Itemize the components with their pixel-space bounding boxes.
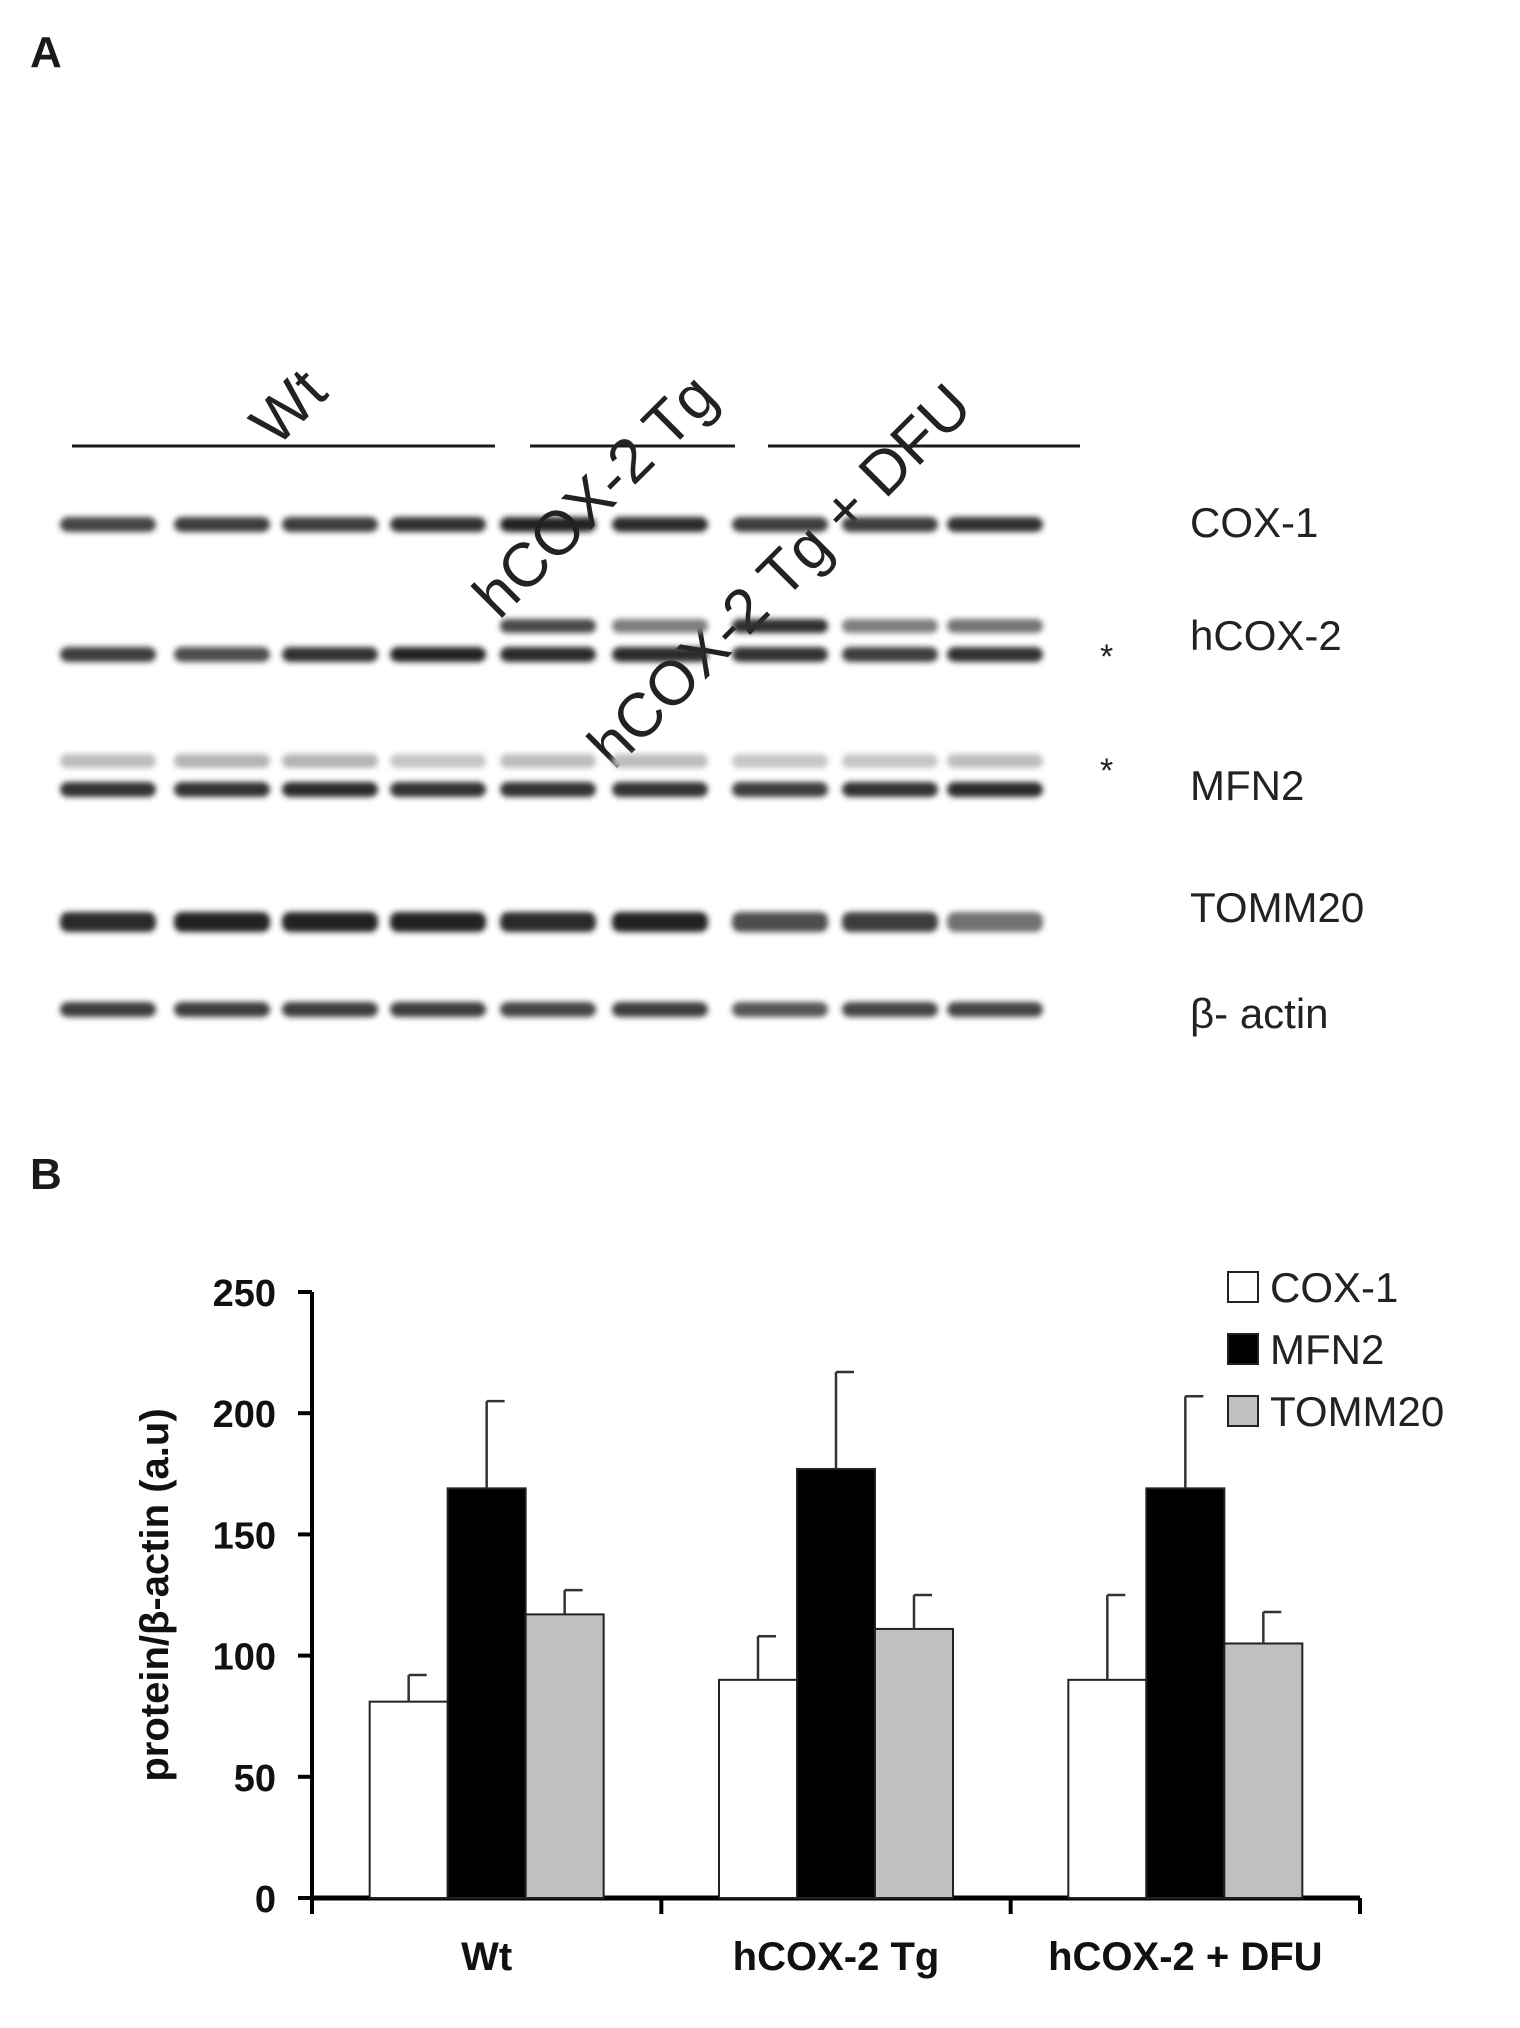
blot-band <box>60 912 156 932</box>
blot-band <box>842 517 938 532</box>
blot-row-label: β- actin <box>1190 990 1329 1037</box>
bar <box>446 1487 527 1899</box>
blot-row-label: MFN2 <box>1190 762 1304 809</box>
x-tick-label: Wt <box>461 1935 512 1979</box>
legend-swatch <box>1227 1333 1259 1365</box>
blot-band-upper <box>390 754 486 768</box>
blot-band <box>612 1002 708 1017</box>
blot-band <box>282 1002 378 1017</box>
blot-band <box>174 1002 270 1017</box>
blot-band <box>612 912 708 932</box>
y-tick-label: 150 <box>213 1515 276 1557</box>
blot-band <box>947 782 1043 797</box>
blot-band <box>390 912 486 932</box>
y-axis-label: protein/β-actin (a.u) <box>133 1408 177 1781</box>
blot-band <box>282 782 378 797</box>
blot-band-upper <box>174 754 270 768</box>
blot-band <box>947 517 1043 532</box>
blot-band-upper <box>842 754 938 768</box>
blot-band-upper <box>947 754 1043 768</box>
blot-band-upper <box>842 619 938 633</box>
blot-band <box>842 912 938 932</box>
x-tick-label: hCOX-2 + DFU <box>1048 1935 1322 1979</box>
blot-band <box>500 647 596 662</box>
band-asterisk: * <box>1100 752 1113 790</box>
bar <box>718 1678 798 1899</box>
panel-a-label: A <box>30 28 62 77</box>
blot-band-upper <box>732 754 828 768</box>
blot-band <box>842 1002 938 1017</box>
blot-band <box>612 517 708 532</box>
blot-band <box>842 647 938 662</box>
blot-band <box>500 782 596 797</box>
blot-band <box>612 782 708 797</box>
legend-label: TOMM20 <box>1270 1388 1444 1435</box>
bar <box>368 1700 449 1899</box>
blot-band <box>732 1002 828 1017</box>
y-tick-label: 200 <box>213 1394 276 1436</box>
blot-band <box>732 782 828 797</box>
legend-label: COX-1 <box>1270 1264 1398 1311</box>
blot-band <box>282 517 378 532</box>
blot-band-upper <box>500 754 596 768</box>
blot-band <box>390 647 486 662</box>
blot-band <box>174 647 270 662</box>
blot-band <box>390 517 486 532</box>
bar <box>1145 1487 1226 1899</box>
blot-band <box>282 647 378 662</box>
blot-row-label: COX-1 <box>1190 499 1318 546</box>
blot-band <box>390 782 486 797</box>
blot-band <box>174 912 270 932</box>
y-tick-label: 250 <box>213 1273 276 1315</box>
bar <box>1067 1678 1148 1899</box>
bar <box>1223 1642 1304 1899</box>
blot-band <box>500 912 596 932</box>
blot-band-upper <box>282 754 378 768</box>
blot-band <box>947 1002 1043 1017</box>
bar <box>874 1627 954 1900</box>
bar <box>524 1613 605 1899</box>
blot-band <box>390 1002 486 1017</box>
blot-band-upper <box>60 754 156 768</box>
blot-band-upper <box>947 619 1043 633</box>
blot-band <box>732 647 828 662</box>
blot-band <box>732 517 828 532</box>
blot-band <box>947 647 1043 662</box>
blot-band <box>842 782 938 797</box>
band-asterisk: * <box>1100 638 1113 676</box>
y-tick-label: 0 <box>255 1879 276 1921</box>
y-tick-label: 50 <box>234 1758 276 1800</box>
legend-swatch <box>1227 1395 1259 1427</box>
blot-band-upper <box>612 754 708 768</box>
blot-row-label: TOMM20 <box>1190 884 1364 931</box>
blot-band <box>500 1002 596 1017</box>
blot-band-upper <box>612 619 708 633</box>
blot-band <box>60 647 156 662</box>
blot-band <box>60 517 156 532</box>
blot-band <box>612 647 708 662</box>
blot-band-upper <box>732 619 828 633</box>
blot-band <box>947 912 1043 932</box>
x-tick-label: hCOX-2 Tg <box>733 1935 940 1979</box>
y-tick-label: 100 <box>213 1637 276 1679</box>
blot-band <box>174 517 270 532</box>
blot-band-upper <box>500 619 596 633</box>
legend-swatch <box>1227 1271 1259 1303</box>
blot-row-label: hCOX-2 <box>1190 612 1342 659</box>
blot-band <box>500 517 596 532</box>
panel-b-label: B <box>30 1150 62 1199</box>
blot-band <box>60 1002 156 1017</box>
legend-label: MFN2 <box>1270 1326 1384 1373</box>
blot-band <box>60 782 156 797</box>
blot-band <box>282 912 378 932</box>
blot-band <box>174 782 270 797</box>
bar <box>796 1467 876 1900</box>
blot-band <box>732 912 828 932</box>
